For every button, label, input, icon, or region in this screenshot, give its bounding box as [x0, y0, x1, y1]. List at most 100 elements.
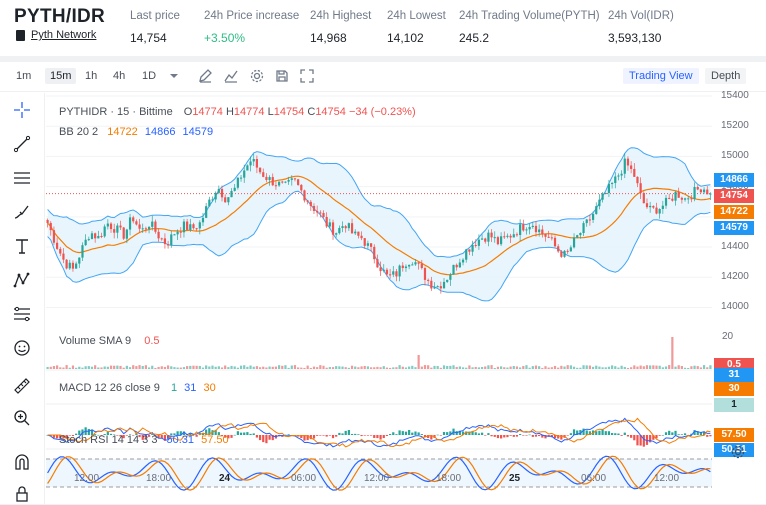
macd-histogram-bar	[182, 431, 186, 435]
magnet-icon[interactable]	[11, 451, 33, 473]
candle-body	[541, 229, 544, 234]
candlestick-chart[interactable]	[46, 93, 766, 504]
volume-bar	[186, 366, 189, 369]
macd-legend: MACD 12 26 close 9 1 31 30	[59, 382, 216, 394]
volume-bar	[271, 366, 274, 369]
macd-histogram-bar	[65, 435, 68, 438]
candle-body	[458, 262, 461, 268]
timeframe-15m[interactable]: 15m	[45, 68, 77, 84]
macd-histogram-bar	[151, 434, 154, 435]
candle-body	[246, 165, 249, 171]
volume-bar	[671, 337, 674, 369]
macd-histogram-bar	[674, 430, 677, 435]
text-tool-icon[interactable]	[11, 235, 33, 257]
candle-body	[322, 213, 325, 217]
macd-histogram-bar	[404, 431, 408, 435]
macd-histogram-bar	[195, 435, 198, 437]
macd-histogram-bar	[258, 435, 262, 441]
candle-body	[614, 176, 617, 184]
candle-body	[582, 223, 585, 233]
macd-histogram-bar	[519, 433, 522, 435]
candle-body	[141, 228, 144, 230]
macd-histogram-bar	[534, 435, 538, 437]
candle-body	[702, 189, 706, 193]
candle-body	[496, 237, 500, 245]
candle-body	[271, 177, 274, 186]
timeframe-1d[interactable]: 1D	[142, 70, 157, 82]
volume-bar	[59, 367, 62, 369]
macd-histogram-bar	[125, 435, 128, 436]
volume-bar	[655, 365, 658, 369]
timeframe-1m[interactable]: 1m	[16, 70, 32, 82]
draw-pen-icon[interactable]	[197, 68, 213, 84]
macd-histogram-bar	[138, 435, 141, 438]
candle-body	[382, 269, 385, 272]
macd-histogram-bar	[487, 433, 490, 435]
candle-body	[677, 191, 680, 198]
volume-bar	[468, 365, 471, 369]
stat-last-price: Last price 14,754	[130, 10, 180, 45]
candle-body	[392, 271, 395, 275]
candle-body	[563, 250, 566, 257]
indicators-icon[interactable]	[223, 68, 239, 84]
chevron-down-icon[interactable]	[166, 68, 182, 84]
emoji-icon[interactable]	[11, 337, 33, 359]
candle-body	[335, 233, 338, 235]
price-axis-tick: 14000	[721, 301, 749, 313]
brush-icon[interactable]	[11, 201, 33, 223]
fib-tools-icon[interactable]	[11, 303, 33, 325]
volume-bar	[525, 365, 528, 369]
volume-bar	[195, 365, 198, 369]
candle-body	[249, 161, 252, 166]
project-link[interactable]: Pyth Network	[16, 29, 96, 41]
volume-bar	[661, 367, 664, 369]
trend-line-icon[interactable]	[11, 133, 33, 155]
gear-icon[interactable]	[249, 68, 265, 84]
macd-histogram-bar	[338, 432, 341, 435]
volume-bar	[173, 367, 176, 369]
fullscreen-icon[interactable]	[299, 68, 315, 84]
save-icon[interactable]	[274, 68, 290, 84]
lock-icon[interactable]	[11, 483, 33, 505]
volume-bar	[566, 365, 569, 369]
candle-body	[420, 263, 423, 269]
candle-body	[284, 181, 287, 183]
horizontal-lines-icon[interactable]	[11, 167, 33, 189]
candle-body	[388, 274, 392, 276]
stat-value: 3,593,130	[608, 31, 662, 45]
ohlc-c: C14754	[307, 106, 346, 118]
candle-body	[442, 281, 446, 289]
macd-histogram-bar	[119, 435, 122, 437]
timeframe-4h[interactable]: 4h	[113, 70, 126, 82]
macd-histogram-bar	[335, 435, 338, 437]
macd-line-tag: 31	[714, 368, 754, 382]
macd-histogram-bar	[205, 429, 208, 435]
volume-bar	[461, 367, 465, 369]
zoom-in-icon[interactable]	[11, 407, 33, 429]
timeframe-1h[interactable]: 1h	[85, 70, 98, 82]
macd-histogram-bar	[531, 435, 534, 437]
volume-bar	[154, 367, 157, 369]
ruler-icon[interactable]	[11, 375, 33, 397]
ohlc-o: O14774	[183, 106, 223, 118]
candle-body	[664, 197, 668, 206]
ohlc-h: H14774	[225, 106, 265, 118]
volume-bar	[293, 365, 297, 369]
bb-basis-tag: 14722	[714, 205, 754, 219]
crosshair-icon[interactable]	[11, 99, 33, 121]
pattern-icon[interactable]	[11, 269, 33, 291]
volume-bar	[538, 366, 541, 369]
candle-body	[649, 205, 652, 208]
time-axis-tick: 06:00	[291, 473, 317, 484]
trading-view-tab[interactable]: Trading View	[623, 68, 699, 84]
volume-bar	[144, 365, 148, 369]
chart-settings-gear-icon[interactable]	[730, 444, 746, 460]
volume-bar	[306, 365, 309, 369]
depth-tab[interactable]: Depth	[705, 68, 747, 84]
macd-histogram-bar	[392, 432, 395, 435]
stat-label: 24h Highest	[310, 10, 372, 22]
price-axis-tick: 14200	[721, 271, 749, 283]
price-axis-tick: 15400	[721, 90, 749, 102]
candle-body	[645, 203, 649, 208]
macd-histogram-bar	[408, 429, 411, 435]
